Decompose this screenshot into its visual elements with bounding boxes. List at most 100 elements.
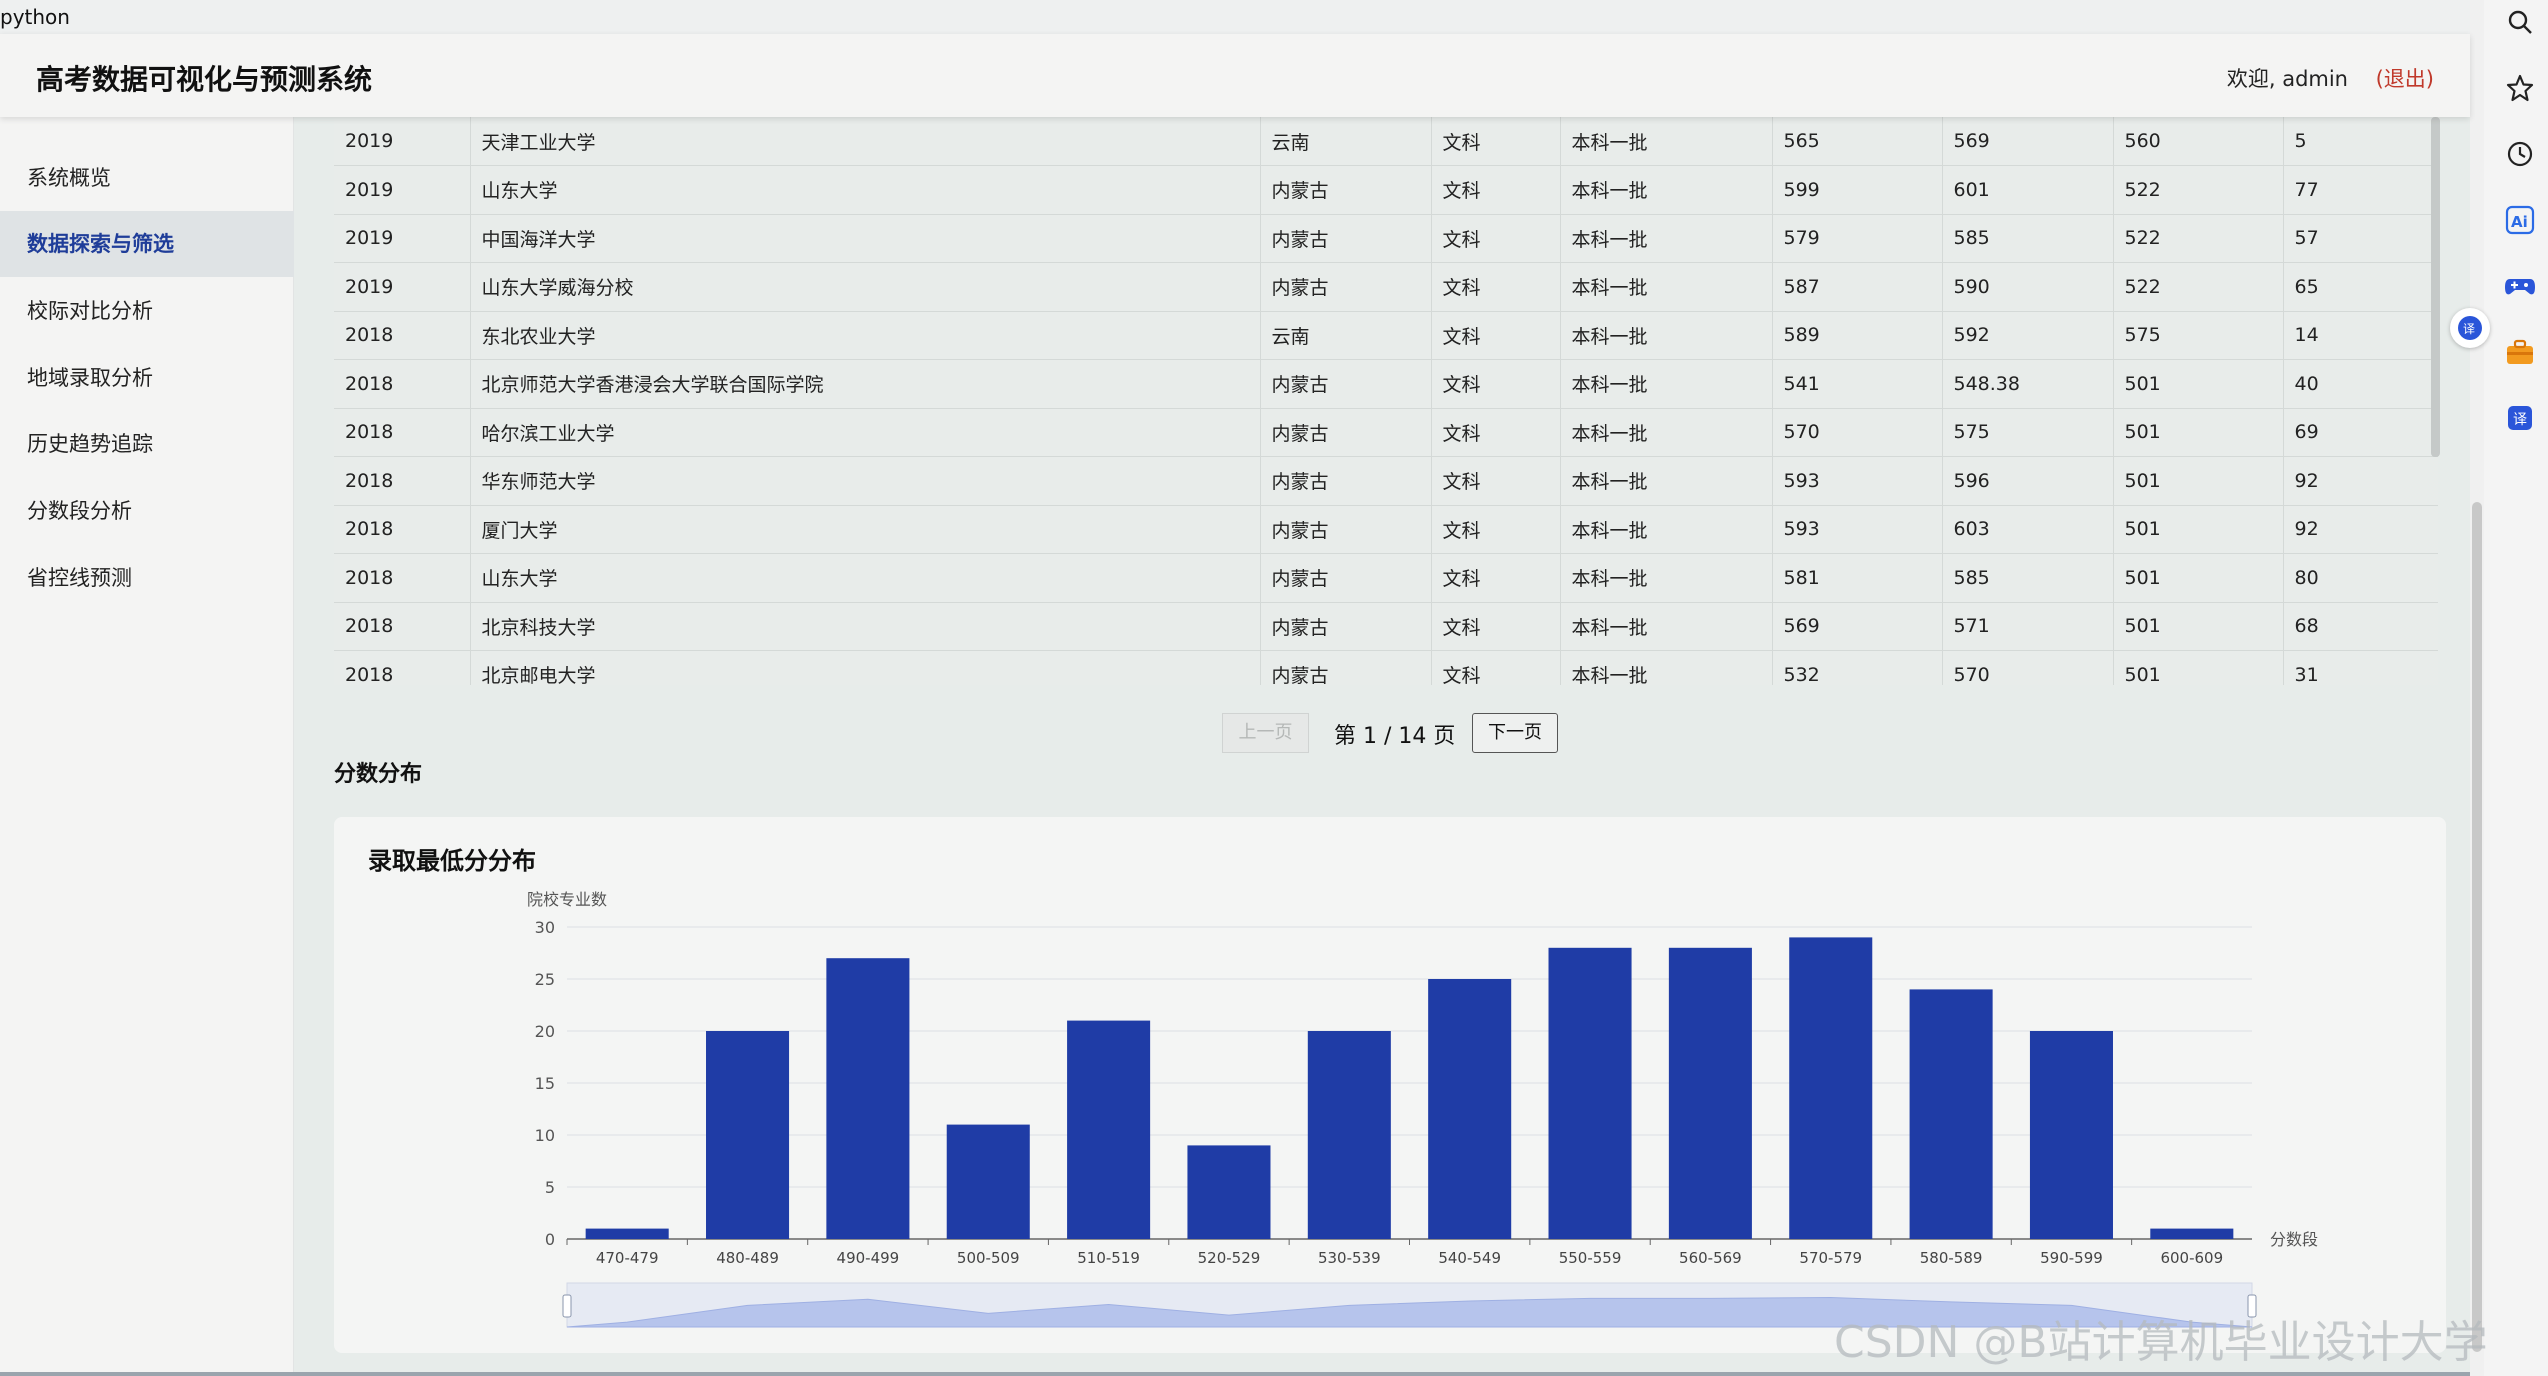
table-cell: 601 <box>1942 165 2114 215</box>
table-cell: 2018 <box>334 553 471 603</box>
bar <box>585 1228 669 1239</box>
svg-text:Ai: Ai <box>2511 213 2528 231</box>
bar <box>1909 989 1993 1239</box>
table-cell: 文科 <box>1431 165 1561 215</box>
table-cell: 本科一批 <box>1560 359 1773 409</box>
table-cell: 文科 <box>1431 456 1561 506</box>
table-cell: 本科一批 <box>1560 165 1773 215</box>
table-cell: 本科一批 <box>1560 456 1773 506</box>
y-tick-label: 5 <box>545 1178 555 1197</box>
app-header: 高考数据可视化与预测系统 欢迎, admin (退出) <box>0 34 2470 117</box>
bar <box>826 958 910 1239</box>
bar <box>946 1124 1030 1239</box>
translate-icon[interactable]: 译 <box>2502 400 2538 436</box>
table-row: 2018 北京邮电大学 内蒙古 文科 本科一批 532 570 501 31 <box>334 650 2438 685</box>
table-cell: 2018 <box>334 408 471 457</box>
table-cell: 内蒙古 <box>1260 553 1432 603</box>
sidebar-item-overview[interactable]: 系统概览 <box>27 166 111 190</box>
sidebar-item-school-compare[interactable]: 校际对比分析 <box>27 299 153 323</box>
x-tick-label: 590-599 <box>2040 1249 2103 1267</box>
x-tick-label: 470-479 <box>596 1249 659 1267</box>
x-tick-label: 510-519 <box>1077 1249 1140 1267</box>
table-cell: 77 <box>2283 165 2438 215</box>
data-zoom-handle-right[interactable] <box>2247 1294 2257 1318</box>
history-icon[interactable] <box>2502 136 2538 172</box>
y-axis-label: 院校专业数 <box>527 890 607 909</box>
table-cell: 云南 <box>1260 311 1432 360</box>
bar <box>1307 1031 1391 1239</box>
next-page-button[interactable]: 下一页 <box>1472 713 1558 753</box>
table-cell: 541 <box>1772 359 1943 409</box>
table-cell: 593 <box>1772 505 1943 554</box>
y-tick-label: 20 <box>535 1022 555 1041</box>
table-cell: 山东大学威海分校 <box>470 262 1261 312</box>
table-cell: 哈尔滨工业大学 <box>470 408 1261 457</box>
ai-icon[interactable]: Ai <box>2502 202 2538 238</box>
x-tick-label: 560-569 <box>1679 1249 1742 1267</box>
sidebar-item-cutoff-predict[interactable]: 省控线预测 <box>27 566 132 590</box>
table-cell: 585 <box>1942 553 2114 603</box>
bar <box>1067 1020 1151 1239</box>
table-cell: 文科 <box>1431 214 1561 263</box>
table-cell: 5 <box>2283 117 2438 166</box>
gamepad-icon[interactable] <box>2502 268 2538 304</box>
page-scrollbar-thumb[interactable] <box>2472 502 2482 1352</box>
table-cell: 68 <box>2283 602 2438 651</box>
table-cell: 山东大学 <box>470 553 1261 603</box>
table-cell: 内蒙古 <box>1260 214 1432 263</box>
x-tick-label: 520-529 <box>1198 1249 1261 1267</box>
table-row: 2018 北京师范大学香港浸会大学联合国际学院 内蒙古 文科 本科一批 541 548.38… <box>334 359 2438 409</box>
logout-link[interactable]: (退出) <box>2375 67 2434 91</box>
table-cell: 501 <box>2113 650 2284 685</box>
x-tick-label: 530-539 <box>1318 1249 1381 1267</box>
table-cell: 内蒙古 <box>1260 456 1432 506</box>
toolbox-icon[interactable] <box>2502 334 2538 370</box>
bar <box>1187 1145 1271 1239</box>
search-icon[interactable] <box>2502 4 2538 40</box>
table-cell: 本科一批 <box>1560 214 1773 263</box>
table-scrollbar[interactable] <box>2431 117 2440 457</box>
sidebar-item-region-analysis[interactable]: 地域录取分析 <box>27 366 153 390</box>
x-tick-label: 480-489 <box>716 1249 779 1267</box>
table-cell: 内蒙古 <box>1260 505 1432 554</box>
table-cell: 本科一批 <box>1560 650 1773 685</box>
table-cell: 589 <box>1772 311 1943 360</box>
x-tick-label: 490-499 <box>837 1249 900 1267</box>
table-row: 2018 东北农业大学 云南 文科 本科一批 589 592 575 14 <box>334 311 2438 360</box>
table-cell: 596 <box>1942 456 2114 506</box>
table-cell: 501 <box>2113 505 2284 554</box>
y-tick-label: 15 <box>535 1074 555 1093</box>
table-row: 2018 北京科技大学 内蒙古 文科 本科一批 569 571 501 68 <box>334 602 2438 651</box>
page-indicator: 第 1 / 14 页 <box>1334 724 1456 749</box>
table-cell: 57 <box>2283 214 2438 263</box>
table-cell: 内蒙古 <box>1260 602 1432 651</box>
sidebar-item-score-range[interactable]: 分数段分析 <box>27 499 132 523</box>
table-cell: 501 <box>2113 456 2284 506</box>
table-cell: 内蒙古 <box>1260 359 1432 409</box>
sidebar-item-history-trend[interactable]: 历史趋势追踪 <box>27 432 153 456</box>
floating-translate-icon[interactable]: 译 <box>2450 308 2490 348</box>
table-cell: 华东师范大学 <box>470 456 1261 506</box>
table-cell: 587 <box>1772 262 1943 312</box>
bottom-edge <box>0 1372 2470 1376</box>
bar <box>2029 1031 2113 1239</box>
table-cell: 31 <box>2283 650 2438 685</box>
table-row: 2018 哈尔滨工业大学 内蒙古 文科 本科一批 570 575 501 69 <box>334 408 2438 457</box>
sidebar-item-data-explore[interactable]: 数据探索与筛选 <box>0 211 294 277</box>
table-cell: 北京邮电大学 <box>470 650 1261 685</box>
table-cell: 文科 <box>1431 311 1561 360</box>
table-cell: 92 <box>2283 456 2438 506</box>
table-cell: 内蒙古 <box>1260 408 1432 457</box>
data-zoom-handle-left[interactable] <box>562 1294 572 1318</box>
table-row: 2018 厦门大学 内蒙古 文科 本科一批 593 603 501 92 <box>334 505 2438 554</box>
star-icon[interactable] <box>2502 70 2538 106</box>
table-cell: 590 <box>1942 262 2114 312</box>
table-cell: 570 <box>1942 650 2114 685</box>
table-cell: 565 <box>1772 117 1943 166</box>
prev-page-button[interactable]: 上一页 <box>1222 713 1309 753</box>
table-cell: 本科一批 <box>1560 311 1773 360</box>
y-tick-label: 0 <box>545 1230 555 1249</box>
data-table-container[interactable]: 2019 天津工业大学 云南 文科 本科一批 565 569 560 5 2019 山东大学 内蒙古文… <box>334 117 2438 685</box>
table-cell: 501 <box>2113 359 2284 409</box>
x-tick-label: 600-609 <box>2160 1249 2223 1267</box>
